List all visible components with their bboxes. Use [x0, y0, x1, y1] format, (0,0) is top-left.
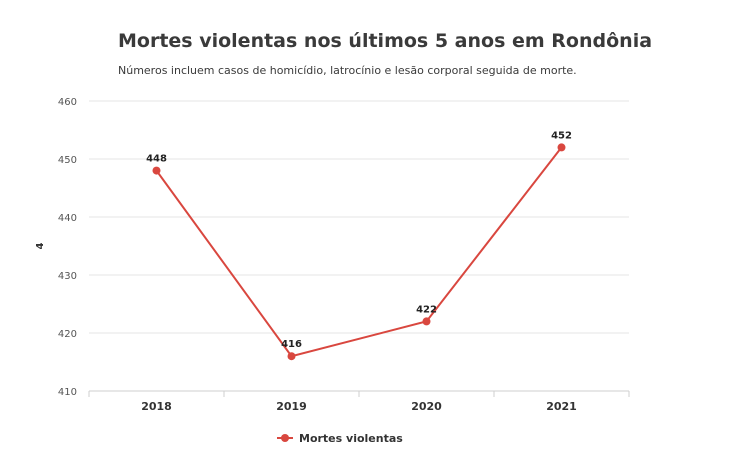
data-label: 416 [281, 339, 302, 350]
x-tick-label: 2019 [276, 400, 307, 413]
y-tick-label: 450 [58, 155, 77, 166]
y-axis-label: 4 [35, 242, 46, 249]
legend[interactable]: Mortes violentas [277, 432, 403, 445]
data-points [152, 143, 566, 361]
chart-subtitle: Números incluem casos de homicídio, latr… [118, 64, 577, 77]
x-tick-label: 2018 [141, 400, 172, 413]
y-tick-label: 430 [58, 271, 77, 282]
data-point[interactable] [152, 166, 161, 175]
data-label: 422 [416, 304, 437, 315]
y-tick-label: 410 [58, 387, 77, 398]
x-tick-label: 2021 [546, 400, 577, 413]
y-tick-label: 420 [58, 329, 77, 340]
legend-label: Mortes violentas [299, 432, 403, 445]
y-tick-label: 440 [58, 213, 77, 224]
y-tick-label: 460 [58, 97, 77, 108]
data-point[interactable] [557, 143, 566, 152]
data-label: 452 [551, 130, 572, 141]
data-label: 448 [146, 154, 167, 165]
series-lines [155, 146, 563, 358]
chart-title: Mortes violentas nos últimos 5 anos em R… [118, 30, 653, 52]
data-labels: 448 416 422 452 [146, 130, 572, 350]
legend-marker [281, 434, 289, 442]
y-axis-ticks: 410 420 430 440 450 460 [58, 97, 77, 398]
x-axis: 2018 2019 2020 2021 [88, 390, 630, 413]
series-line [155, 146, 563, 358]
x-tick-label: 2020 [411, 400, 442, 413]
grid-lines [89, 100, 629, 334]
data-point[interactable] [287, 352, 296, 361]
data-point[interactable] [422, 317, 431, 326]
